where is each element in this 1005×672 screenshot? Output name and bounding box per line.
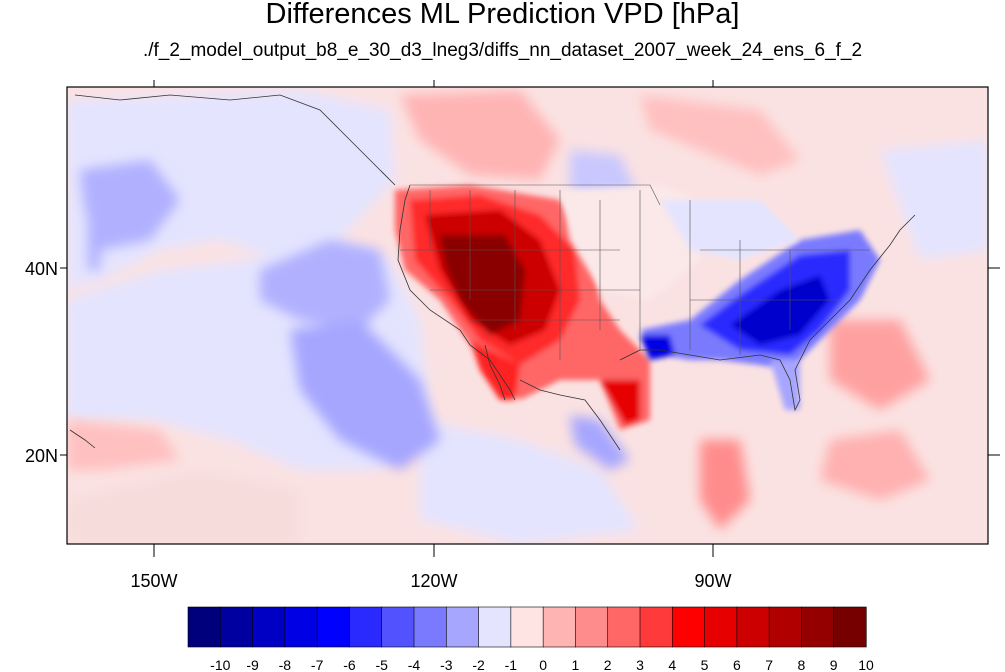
colorbar-swatch [833, 606, 867, 648]
y-tick-label: 40N [25, 259, 58, 279]
colorbar-label: 10 [858, 657, 874, 672]
colorbar-label: -6 [343, 657, 356, 672]
y-tick-label: 20N [25, 446, 58, 466]
colorbar: -10 -9 -8 -7 -6 -5 -4 -3 -2 -1 0 1 2 3 4 5 6 7 8 9 10 [187, 606, 874, 672]
colorbar-label: 9 [830, 657, 838, 672]
x-tick-label: 120W [410, 571, 457, 591]
map-plot-area [67, 87, 988, 544]
map-title: Differences ML Prediction VPD [hPa] [265, 0, 740, 30]
colorbar-label: -5 [375, 657, 388, 672]
colorbar-swatch [768, 606, 803, 648]
map-subtitle: ./f_2_model_output_b8_e_30_d3_lneg3/diff… [142, 40, 863, 61]
colorbar-label: 8 [798, 657, 806, 672]
colorbar-swatch [349, 606, 383, 648]
colorbar-label: -10 [210, 657, 230, 672]
map-frame [66, 86, 989, 545]
colorbar-swatch [801, 606, 835, 648]
colorbar-swatch [381, 606, 415, 648]
colorbar-label: -3 [440, 657, 453, 672]
x-tick-label: 90W [694, 571, 731, 591]
colorbar-label: 6 [733, 657, 741, 672]
axis-ticks [60, 80, 1000, 557]
colorbar-swatch [478, 606, 512, 648]
colorbar-swatch [445, 606, 480, 648]
colorbar-swatch [607, 606, 641, 648]
colorbar-label: 2 [604, 657, 612, 672]
ocean-light-red-regions [67, 90, 930, 530]
colorbar-swatch [316, 606, 351, 648]
colorbar-label: -1 [505, 657, 518, 672]
colorbar-swatch [639, 606, 673, 648]
colorbar-swatch [736, 606, 770, 648]
colorbar-label: -4 [408, 657, 421, 672]
colorbar-swatch [219, 606, 254, 648]
western-us-red-anomaly [395, 185, 650, 430]
colorbar-label: -2 [472, 657, 485, 672]
colorbar-label: -7 [311, 657, 324, 672]
colorbar-label: 7 [765, 657, 773, 672]
colorbar-label: -8 [279, 657, 292, 672]
colorbar-label: -9 [246, 657, 259, 672]
colorbar-label: 3 [636, 657, 644, 672]
colorbar-swatch [413, 606, 447, 648]
colorbar-swatch [542, 606, 577, 648]
colorbar-label: 5 [701, 657, 709, 672]
central-us-neutral-region [560, 185, 800, 300]
x-tick-label: 150W [130, 571, 177, 591]
colorbar-swatch [575, 606, 609, 648]
ocean-medium-blue-regions [80, 150, 640, 470]
colorbar-label: 0 [539, 657, 547, 672]
coastlines [69, 94, 916, 451]
colorbar-swatch [704, 606, 738, 648]
colorbar-swatch [510, 606, 544, 648]
colorbar-swatch [252, 606, 286, 648]
colorbar-swatch [284, 606, 318, 648]
colorbar-label: 4 [668, 657, 676, 672]
colorbar-swatch [187, 606, 221, 648]
colorbar-swatch [671, 606, 706, 648]
state-borders [400, 184, 870, 360]
colorbar-label: 1 [572, 657, 580, 672]
